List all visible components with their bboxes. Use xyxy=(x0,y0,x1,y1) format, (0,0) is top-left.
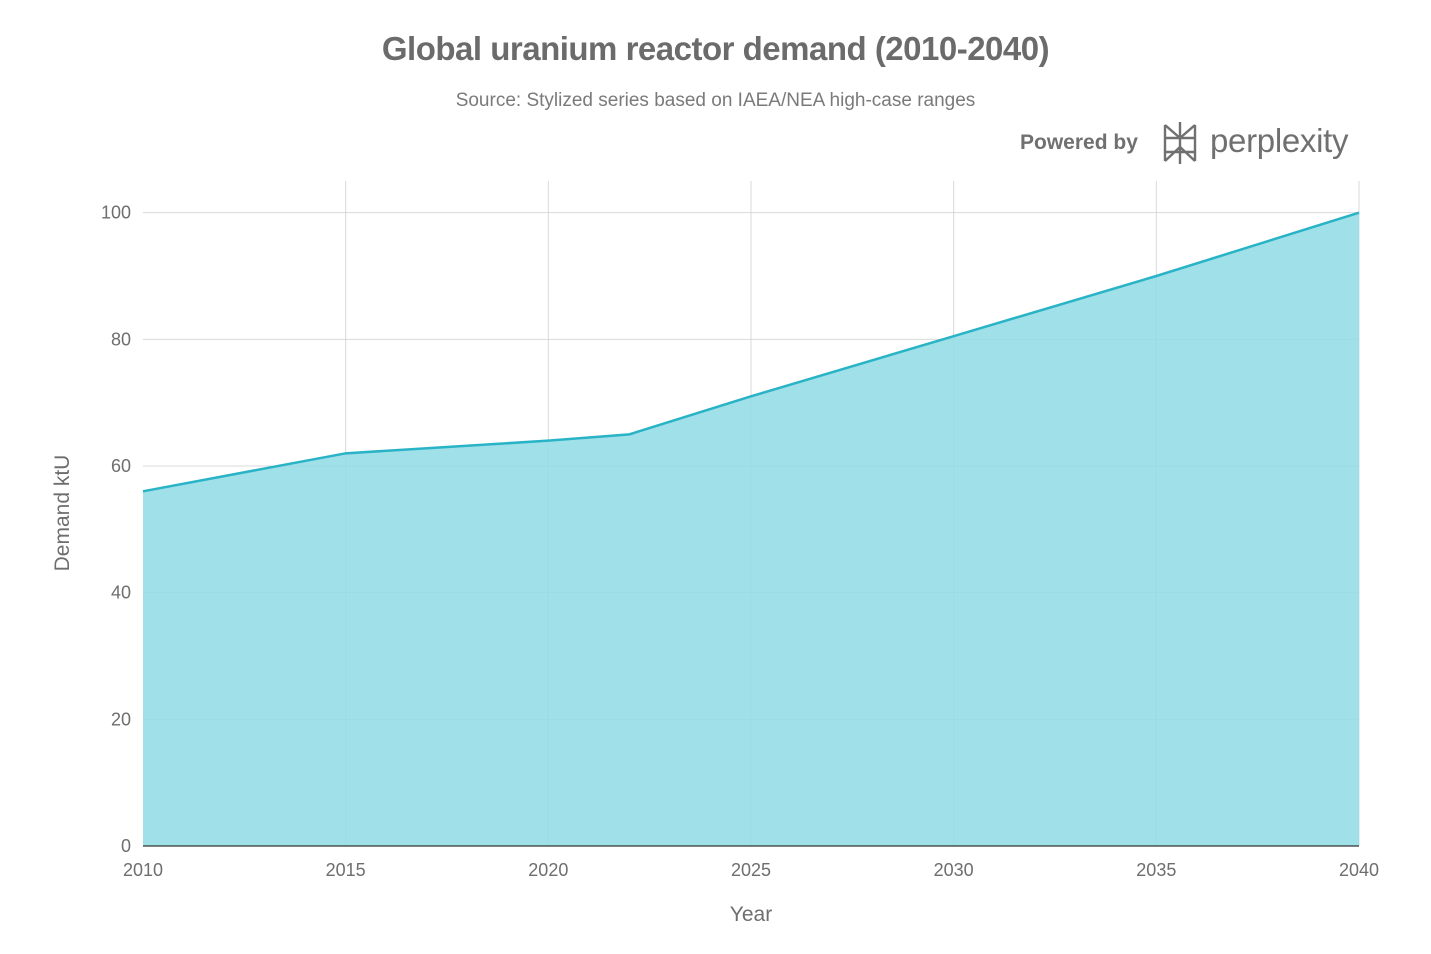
y-tick-label: 100 xyxy=(101,203,131,223)
powered-by-label: Powered by xyxy=(1020,131,1138,154)
x-axis-label: Year xyxy=(730,903,772,926)
powered-by-badge: Powered by perplexity xyxy=(1010,118,1370,168)
y-tick-label: 80 xyxy=(111,329,131,349)
y-tick-label: 60 xyxy=(111,456,131,476)
y-tick-label: 40 xyxy=(111,583,131,603)
y-tick-label: 20 xyxy=(111,709,131,729)
area-layer xyxy=(142,211,1360,846)
y-tick-label: 0 xyxy=(121,836,131,856)
x-tick-label: 2025 xyxy=(731,860,771,880)
series-area xyxy=(143,212,1359,846)
y-axis-label: Demand ktU xyxy=(51,455,74,572)
series-line xyxy=(142,211,1360,493)
x-tick-label: 2035 xyxy=(1136,860,1176,880)
x-tick-label: 2020 xyxy=(528,860,568,880)
chart-subtitle: Source: Stylized series based on IAEA/NE… xyxy=(455,90,976,111)
x-tick-label: 2010 xyxy=(123,860,163,880)
x-tick-label: 2040 xyxy=(1339,860,1379,880)
x-tick-label: 2030 xyxy=(934,860,974,880)
x-tick-label: 2015 xyxy=(326,860,366,880)
perplexity-wordmark: perplexity xyxy=(1210,122,1349,159)
chart-title: Global uranium reactor demand (2010-2040… xyxy=(381,30,1050,67)
perplexity-logo-icon xyxy=(1163,122,1197,164)
